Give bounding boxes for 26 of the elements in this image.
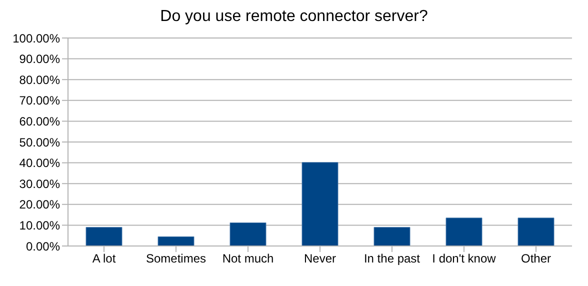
- y-tick-label: 0.00%: [26, 239, 60, 254]
- bar: [158, 236, 194, 246]
- bar: [374, 227, 410, 246]
- x-tick-label: Never: [304, 252, 336, 266]
- x-tick-label: In the past: [364, 252, 421, 266]
- x-tick-label: Other: [520, 252, 552, 266]
- y-tick-label: 100.00%: [12, 31, 60, 46]
- bar: [230, 222, 266, 246]
- y-tick-label: 90.00%: [19, 52, 60, 66]
- x-tick-label: Not much: [222, 252, 274, 266]
- y-tick-label: 60.00%: [19, 114, 60, 128]
- x-tick-label: Sometimes: [146, 252, 206, 266]
- y-tick-label: 70.00%: [19, 94, 60, 108]
- bar: [86, 227, 122, 246]
- y-tick-label: 10.00%: [19, 218, 60, 232]
- x-tick-label: I don't know: [432, 252, 496, 266]
- bar: [446, 218, 482, 246]
- chart-title: Do you use remote connector server?: [159, 8, 429, 27]
- y-tick-label: 20.00%: [19, 198, 60, 212]
- y-tick-label: 40.00%: [19, 156, 60, 170]
- bar: [302, 162, 338, 246]
- x-tick-label: A lot: [92, 252, 116, 266]
- y-tick-label: 30.00%: [19, 176, 60, 191]
- y-tick-label: 80.00%: [19, 72, 60, 87]
- bar: [518, 218, 554, 246]
- y-tick-label: 50.00%: [19, 135, 60, 150]
